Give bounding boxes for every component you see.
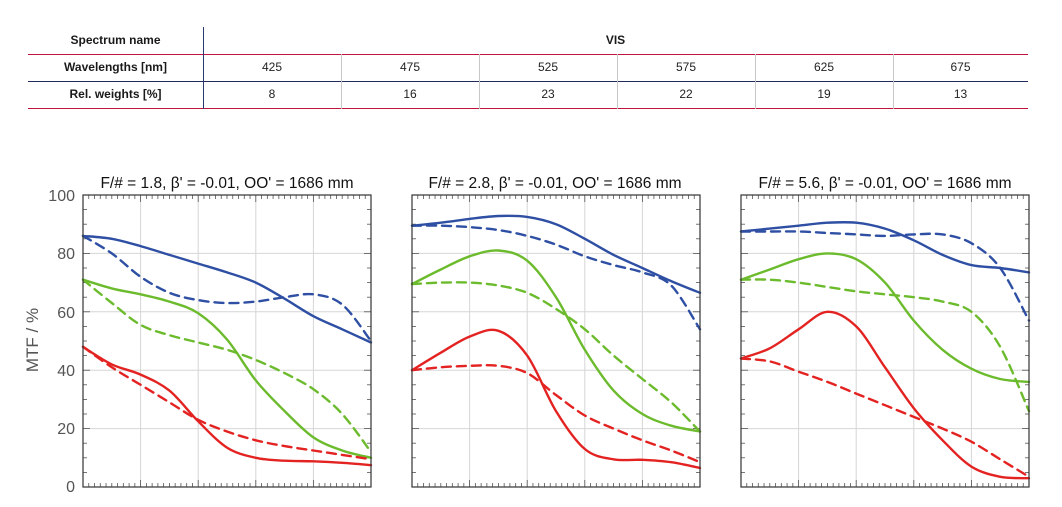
table-cell: 19 <box>817 87 831 101</box>
blue-dashed-mtf-line <box>81 234 373 343</box>
table-cell: 23 <box>541 87 555 101</box>
y-tick-label: 80 <box>57 246 75 263</box>
plot-title: F/# = 2.8, β' = -0.01, OO' = 1686 mm <box>428 175 681 192</box>
red-dashed-mtf-line <box>410 364 702 464</box>
plot-title: F/# = 1.8, β' = -0.01, OO' = 1686 mm <box>100 175 353 192</box>
table-cell: 625 <box>813 60 835 74</box>
table-cell: 16 <box>403 87 417 101</box>
y-axis-label: MTF / % <box>23 308 42 372</box>
red-dashed-mtf-line <box>81 345 373 461</box>
blue-dashed-mtf-line <box>410 224 702 331</box>
table-cell: 22 <box>679 87 693 101</box>
blue-solid-mtf-line <box>739 220 1031 274</box>
y-tick-label: 20 <box>57 421 75 438</box>
table-divider <box>479 54 480 109</box>
table-cell: 675 <box>950 60 971 74</box>
spectrum-name-row: Spectrum name VIS <box>28 27 1028 55</box>
table-cell: 475 <box>399 60 421 74</box>
spectrum-name-value: VIS <box>605 33 626 47</box>
plot-title: F/# = 5.6, β' = -0.01, OO' = 1686 mm <box>758 175 1011 192</box>
blue-solid-mtf-line <box>81 234 373 344</box>
row-label: Wavelengths [nm] <box>64 60 167 74</box>
plot-panel-2 <box>410 194 702 488</box>
table-cell: 525 <box>537 60 559 74</box>
wavelengths-row: Wavelengths [nm] 425 475 525 575 625 675 <box>28 54 1028 82</box>
table-cell: 13 <box>953 87 968 101</box>
table-cell: 575 <box>675 60 697 74</box>
spectrum-table: Spectrum name VIS Wavelengths [nm] 425 4… <box>28 27 1028 109</box>
weights-row: Rel. weights [%] 8 16 23 22 19 13 <box>28 81 1028 109</box>
red-solid-mtf-line <box>739 310 1031 480</box>
plot-frame <box>411 194 701 488</box>
plot-frame <box>82 194 372 488</box>
blue-dashed-mtf-line <box>739 230 1031 322</box>
plot-frame <box>740 194 1030 488</box>
green-dashed-mtf-line <box>410 281 702 433</box>
table-divider <box>617 54 618 109</box>
table-divider <box>755 54 756 109</box>
red-solid-mtf-line <box>81 345 373 467</box>
plot-panel-3 <box>739 194 1031 488</box>
green-dashed-mtf-line <box>739 278 1031 413</box>
green-solid-mtf-line <box>81 278 373 459</box>
y-tick-label: 60 <box>57 305 75 322</box>
green-dashed-mtf-line <box>81 278 373 454</box>
blue-solid-mtf-line <box>410 214 702 294</box>
table-divider <box>203 27 204 109</box>
plot-panel-1 <box>81 194 373 488</box>
red-solid-mtf-line <box>410 328 702 470</box>
table-divider <box>341 54 342 109</box>
red-dashed-mtf-line <box>739 357 1031 478</box>
y-tick-label: 40 <box>57 363 75 380</box>
y-tick-label: 0 <box>66 479 75 496</box>
table-divider <box>893 54 894 109</box>
table-cell: 8 <box>268 87 276 101</box>
green-solid-mtf-line <box>410 249 702 433</box>
green-solid-mtf-line <box>739 252 1031 384</box>
row-label: Spectrum name <box>70 33 161 47</box>
table-cell: 425 <box>261 60 283 74</box>
y-tick-label: 100 <box>48 188 75 205</box>
row-label: Rel. weights [%] <box>69 87 162 101</box>
